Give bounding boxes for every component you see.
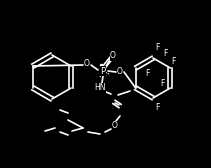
Text: F: F [155,44,159,52]
Text: F: F [155,103,159,113]
Text: F: F [163,49,167,57]
Text: O: O [110,52,116,60]
Text: F: F [146,69,150,77]
Text: HN: HN [94,83,106,93]
Text: O: O [117,68,123,76]
Text: O: O [84,59,90,69]
Text: F: F [160,78,165,88]
Text: P: P [100,67,106,75]
Text: F: F [171,56,176,66]
Text: O: O [112,121,118,131]
